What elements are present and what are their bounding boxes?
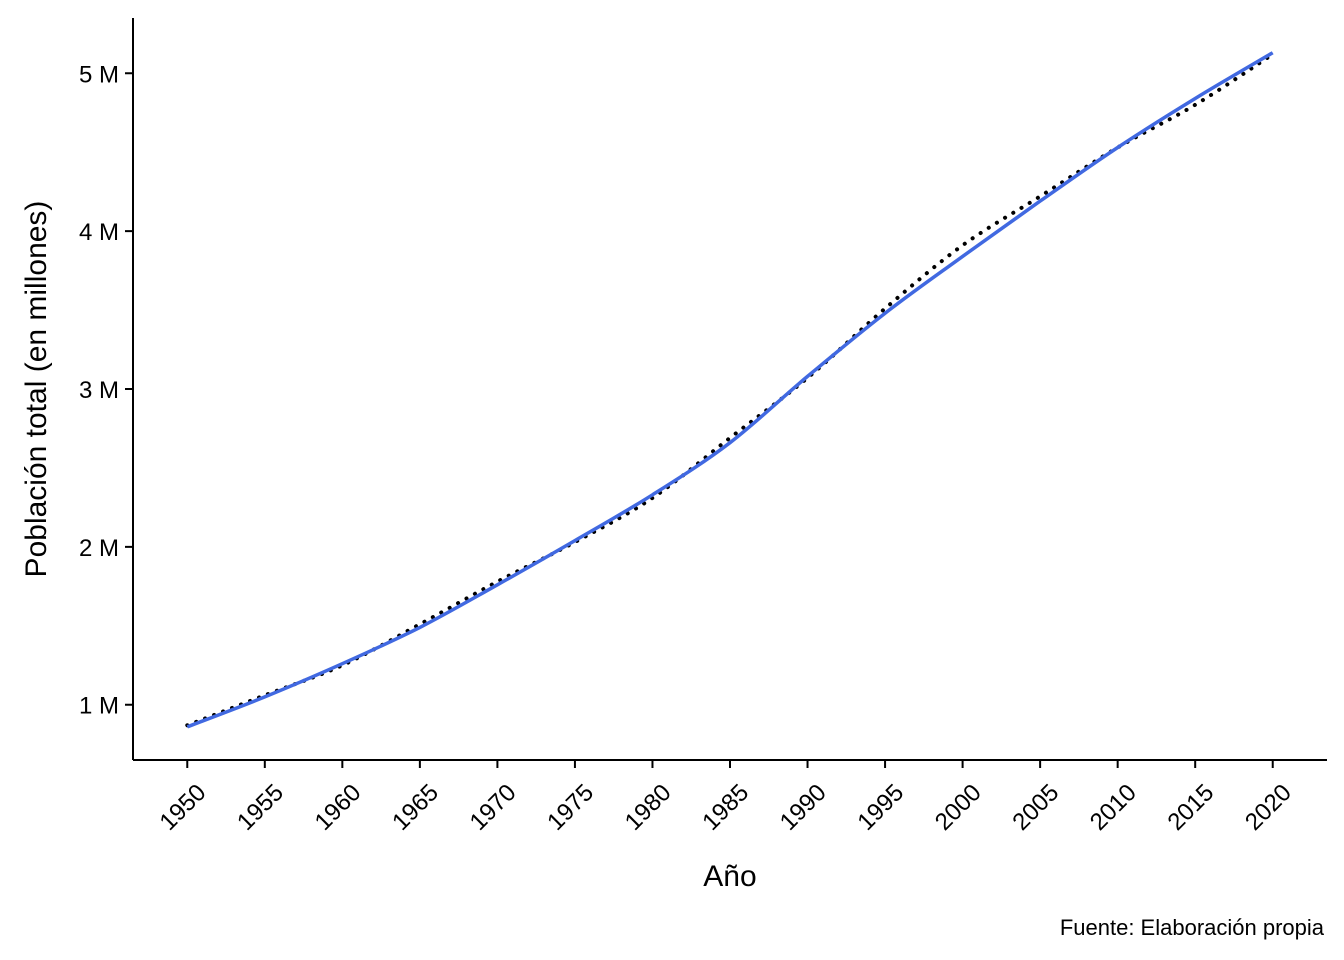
- x-axis-title: Año: [703, 860, 756, 893]
- y-axis: 1 M 2 M 3 M 4 M 5 M: [79, 18, 134, 760]
- x-tick-label: 1970: [465, 779, 522, 836]
- y-tick-label: 4 M: [79, 219, 119, 246]
- y-axis-title: Población total (en millones): [20, 201, 53, 578]
- x-tick-label: 1980: [620, 779, 677, 836]
- dotted-series-line: [185, 52, 1275, 728]
- x-tick-label: 2015: [1162, 779, 1219, 836]
- x-tick-label: 1965: [387, 779, 444, 836]
- x-tick-label: 2020: [1240, 779, 1297, 836]
- x-tick-label: 2000: [930, 779, 987, 836]
- y-tick-label: 5 M: [79, 61, 119, 88]
- solid-series-line: [186, 51, 1274, 729]
- x-tick-label: 1985: [697, 779, 754, 836]
- x-tick-label: 1990: [775, 779, 832, 836]
- x-tick-label: 2005: [1007, 779, 1064, 836]
- x-tick-label: 1975: [542, 779, 599, 836]
- y-tick-label: 3 M: [79, 377, 119, 404]
- x-tick-label: 1955: [232, 779, 289, 836]
- y-tick-label: 1 M: [79, 693, 119, 720]
- source-caption: Fuente: Elaboración propia: [1060, 915, 1325, 940]
- series-layer: [185, 51, 1275, 729]
- x-tick-label: 2010: [1085, 779, 1142, 836]
- x-axis: 1950 1955 1960 1965 1970 1975 1980 1985 1990 1995…: [133, 759, 1327, 836]
- x-tick-label: 1950: [155, 779, 212, 836]
- x-tick-label: 1960: [310, 779, 367, 836]
- x-tick-label: 1995: [852, 779, 909, 836]
- y-tick-label: 2 M: [79, 535, 119, 562]
